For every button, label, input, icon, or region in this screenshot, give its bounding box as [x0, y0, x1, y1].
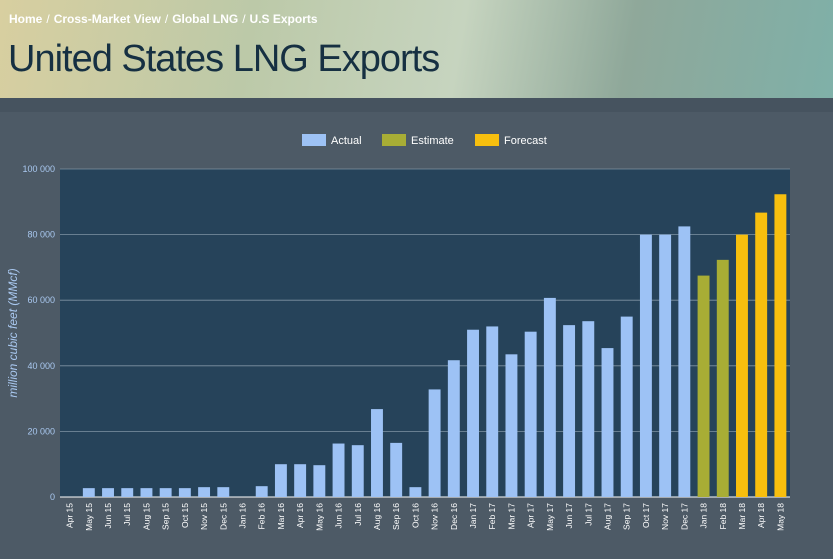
bar-actual[interactable]: [274, 464, 287, 497]
bar-forecast[interactable]: [755, 212, 768, 497]
legend-swatch-estimate[interactable]: [382, 134, 406, 146]
x-tick-label: Jan 17: [468, 503, 478, 529]
y-axis-label: million cubic feet (MMcf): [6, 268, 20, 397]
breadcrumb-cross-market-link[interactable]: Cross-Market View: [53, 12, 161, 26]
x-tick-label: Nov 15: [199, 503, 209, 530]
bar-actual[interactable]: [582, 321, 595, 497]
breadcrumb-global-lng-link[interactable]: Global LNG: [172, 12, 239, 26]
legend-swatch-forecast[interactable]: [475, 134, 499, 146]
x-tick-label: Mar 17: [506, 503, 516, 530]
x-tick-label: May 18: [775, 503, 785, 531]
x-tick-label: Apr 15: [65, 503, 75, 528]
bar-actual[interactable]: [505, 354, 518, 497]
breadcrumb-home-link[interactable]: Home: [9, 12, 43, 26]
bar-actual[interactable]: [390, 442, 403, 497]
y-tick-label: 60 000: [27, 295, 55, 305]
bar-actual[interactable]: [294, 464, 307, 497]
y-tick-label: 100 000: [22, 164, 55, 174]
x-tick-label: May 17: [545, 503, 555, 531]
x-tick-label: Sep 15: [161, 503, 171, 530]
x-tick-label: Aug 17: [603, 503, 613, 530]
x-tick-label: Oct 15: [180, 503, 190, 528]
bar-actual[interactable]: [543, 297, 556, 497]
bar-estimate[interactable]: [697, 275, 710, 497]
x-tick-label: Oct 16: [410, 503, 420, 528]
x-tick-label: Feb 16: [257, 503, 267, 530]
bar-actual[interactable]: [255, 486, 268, 497]
lng-exports-bar-chart: 0 20 000 40 000 60 000 80 000 100 000 million …: [6, 134, 790, 531]
bar-forecast[interactable]: [774, 194, 787, 498]
breadcrumb: Home / Cross-Market View / Global LNG / …: [9, 12, 318, 26]
x-tick-label: Jun 15: [103, 503, 113, 529]
x-tick-label: Dec 17: [679, 503, 689, 530]
bar-actual[interactable]: [332, 443, 345, 497]
x-tick-label: Mar 18: [737, 503, 747, 530]
legend-swatch-actual[interactable]: [302, 134, 326, 146]
x-tick-label: Dec 16: [449, 503, 459, 530]
bar-actual[interactable]: [217, 487, 230, 497]
x-tick-label: May 16: [314, 503, 324, 531]
y-tick-label: 20 000: [27, 426, 55, 436]
breadcrumb-separator: /: [164, 12, 169, 26]
x-tick-label: Feb 17: [487, 503, 497, 530]
y-tick-label: 80 000: [27, 230, 55, 240]
x-tick-label: Jun 17: [564, 503, 574, 529]
bar-actual[interactable]: [140, 488, 153, 497]
x-tick-label: Mar 16: [276, 503, 286, 530]
bar-actual[interactable]: [198, 487, 211, 497]
x-tick-label: Sep 17: [622, 503, 632, 530]
y-tick-label: 0: [50, 492, 55, 502]
bar-forecast[interactable]: [736, 234, 748, 497]
x-tick-label: Apr 16: [295, 503, 305, 528]
breadcrumb-separator: /: [46, 12, 50, 26]
bar-actual[interactable]: [486, 326, 499, 497]
bar-actual[interactable]: [563, 325, 576, 497]
x-tick-label: Jul 16: [353, 503, 363, 526]
bar-actual[interactable]: [428, 389, 441, 497]
legend-label-forecast[interactable]: Forecast: [504, 135, 547, 147]
x-tick-label: Jun 16: [334, 503, 344, 529]
bar-actual[interactable]: [178, 488, 191, 497]
bar-actual[interactable]: [620, 316, 633, 497]
x-tick-label: Aug 15: [141, 503, 151, 530]
bar-actual[interactable]: [313, 465, 326, 497]
bar-actual[interactable]: [159, 488, 172, 497]
bar-actual[interactable]: [601, 348, 614, 497]
x-tick-label: Nov 17: [660, 503, 670, 530]
legend-label-actual[interactable]: Actual: [331, 135, 362, 147]
x-tick-label: Apr 17: [526, 503, 536, 528]
bar-actual[interactable]: [639, 234, 652, 497]
x-tick-label: Dec 15: [218, 503, 228, 530]
x-tick-label: Sep 16: [391, 503, 401, 530]
x-tick-label: Apr 18: [756, 503, 766, 528]
x-tick-label: Jan 18: [699, 503, 709, 529]
y-tick-label: 40 000: [27, 361, 55, 371]
x-tick-label: Jul 17: [583, 503, 593, 526]
bar-actual[interactable]: [467, 329, 479, 497]
page-header: Home / Cross-Market View / Global LNG / …: [0, 0, 833, 98]
bar-actual[interactable]: [524, 331, 537, 497]
bar-actual[interactable]: [409, 487, 422, 497]
x-tick-label: Nov 16: [430, 503, 440, 530]
bar-actual[interactable]: [678, 226, 691, 497]
x-tick-label: Aug 16: [372, 503, 382, 530]
bar-actual[interactable]: [371, 409, 383, 497]
bar-actual[interactable]: [102, 488, 114, 497]
bar-actual[interactable]: [121, 488, 134, 497]
bar-actual[interactable]: [82, 488, 95, 497]
x-tick-label: May 15: [84, 503, 94, 531]
x-tick-label: Jan 16: [238, 503, 248, 529]
breadcrumb-separator: /: [242, 12, 246, 26]
breadcrumb-us-exports-current: U.S Exports: [249, 12, 318, 26]
bar-actual[interactable]: [659, 234, 672, 497]
legend-label-estimate[interactable]: Estimate: [411, 135, 454, 147]
page-title: United States LNG Exports: [8, 38, 440, 80]
bar-actual[interactable]: [447, 360, 460, 497]
x-tick-label: Jul 15: [122, 503, 132, 526]
bar-actual[interactable]: [351, 445, 364, 497]
x-tick-label: Feb 18: [718, 503, 728, 530]
bar-estimate[interactable]: [716, 259, 729, 497]
content-separator: [0, 98, 833, 112]
x-tick-label: Oct 17: [641, 503, 651, 528]
